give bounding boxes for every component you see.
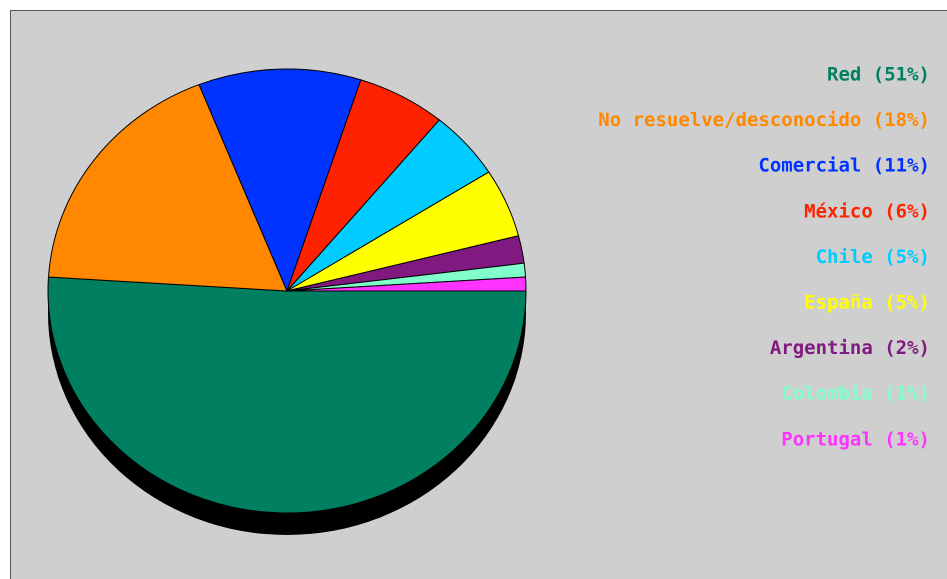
legend-label: Portugal (1%)	[781, 428, 930, 450]
legend-label: Colombia (1%)	[781, 383, 930, 405]
legend-label: Red (51%)	[827, 64, 930, 86]
pie-slice	[198, 68, 362, 293]
legend-label: Argentina (2%)	[770, 337, 930, 359]
legend-label: España (5%)	[804, 292, 930, 314]
pie-slice	[47, 276, 527, 514]
legend-label: No resuelve/desconocido (18%)	[598, 109, 930, 131]
legend-label: Chile (5%)	[816, 246, 930, 268]
legend-label: México (6%)	[804, 200, 930, 222]
pie-slice	[47, 83, 288, 292]
legend-label: Comercial (11%)	[758, 155, 930, 177]
pie-slice	[286, 276, 527, 292]
